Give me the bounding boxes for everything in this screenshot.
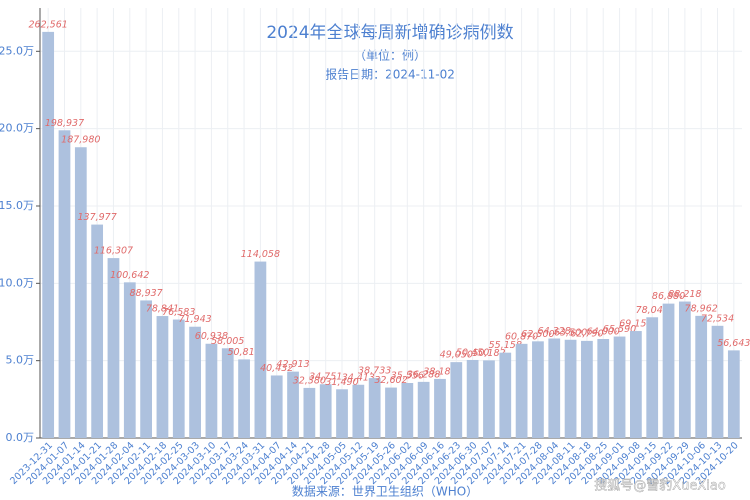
value-label: 63,500 xyxy=(554,327,587,338)
value-label: 36,288 xyxy=(407,369,440,380)
bar xyxy=(695,315,708,438)
value-label: 88,218 xyxy=(668,289,701,300)
value-label: 100,642 xyxy=(110,270,149,281)
bar xyxy=(613,336,626,438)
x-axis-label: 数据来源：世界卫生组织（WHO） xyxy=(292,484,478,499)
chart-subtitle: （单位：例） xyxy=(354,48,426,63)
bar xyxy=(711,325,724,438)
value-label: 58,005 xyxy=(211,336,244,347)
bar xyxy=(319,384,332,438)
value-label: 32,602 xyxy=(374,375,407,386)
value-label: 64,328 xyxy=(538,326,571,337)
value-label: 137,977 xyxy=(77,212,116,223)
value-label: 88,937 xyxy=(129,288,162,299)
value-label: 187,980 xyxy=(61,135,100,146)
bar xyxy=(156,316,169,438)
y-tick-label: 25.0万 xyxy=(0,44,34,57)
value-label: 50,450 xyxy=(456,347,489,358)
value-label: 78,043 xyxy=(636,305,669,316)
plot: 0.0万5.0万10.0万15.0万20.0万25.0万262,5612023-… xyxy=(0,8,750,487)
bar xyxy=(483,360,495,438)
bar xyxy=(368,378,381,438)
bar xyxy=(221,348,234,438)
bar xyxy=(581,340,593,438)
value-label: 71,943 xyxy=(178,314,211,325)
value-label: 69,152 xyxy=(619,319,652,330)
value-label: 60,870 xyxy=(505,331,538,342)
value-label: 32,380 xyxy=(293,375,326,386)
y-tick-label: 0.0万 xyxy=(6,431,35,444)
value-label: 50,816 xyxy=(227,347,260,358)
bar xyxy=(74,147,87,438)
value-label: 86,880 xyxy=(652,291,685,302)
bar xyxy=(270,375,283,438)
bar xyxy=(678,301,691,438)
value-label: 38,733 xyxy=(358,366,391,377)
bar xyxy=(727,350,740,438)
y-tick-label: 10.0万 xyxy=(0,276,34,289)
value-label: 40,432 xyxy=(260,363,293,374)
bar xyxy=(140,300,152,438)
chart-title: 2024年全球每周新增确诊病例数 xyxy=(266,23,513,43)
bar xyxy=(254,261,267,438)
value-label: 49,050 xyxy=(440,350,473,361)
value-label: 64,000 xyxy=(587,327,620,338)
bar xyxy=(417,381,430,438)
value-label: 78,962 xyxy=(685,303,718,314)
bar xyxy=(123,282,136,438)
value-label: 116,307 xyxy=(94,246,133,257)
bar xyxy=(450,362,463,438)
bar xyxy=(172,319,185,438)
value-label: 60,938 xyxy=(195,331,228,342)
report-date: 报告日期：2024-11-02 xyxy=(325,67,455,82)
bar xyxy=(352,384,365,438)
bar xyxy=(466,359,479,438)
value-label: 198,937 xyxy=(45,118,84,129)
y-tick-label: 15.0万 xyxy=(0,199,34,212)
value-label: 34,413 xyxy=(342,372,375,383)
value-label: 76,583 xyxy=(162,307,195,318)
bar xyxy=(434,378,446,438)
bar xyxy=(238,359,250,438)
value-label: 42,913 xyxy=(276,359,309,370)
bar xyxy=(532,341,544,438)
bar xyxy=(91,224,104,438)
y-tick-label: 5.0万 xyxy=(6,354,35,367)
bar xyxy=(58,130,71,438)
bar xyxy=(548,338,561,438)
bar xyxy=(336,389,348,438)
value-label: 56,643 xyxy=(717,338,750,349)
bar xyxy=(189,326,201,438)
watermark: 搜狐号@雪豹XueXiao xyxy=(594,479,726,494)
value-label: 62,500 xyxy=(521,329,554,340)
bar xyxy=(385,387,397,438)
value-label: 72,534 xyxy=(701,313,734,324)
bar xyxy=(205,343,218,438)
bar xyxy=(662,303,675,438)
bar xyxy=(287,371,299,438)
value-label: 62,790 xyxy=(570,328,603,339)
y-tick-label: 20.0万 xyxy=(0,122,34,135)
value-label: 34,751 xyxy=(309,372,342,383)
bar xyxy=(646,317,659,438)
value-label: 114,058 xyxy=(241,249,280,260)
value-label: 55,158 xyxy=(489,340,522,351)
value-label: 262,561 xyxy=(29,19,68,30)
value-label: 50,182 xyxy=(472,348,505,359)
bar xyxy=(630,331,642,438)
value-label: 38,186 xyxy=(423,366,456,377)
bar xyxy=(303,387,316,438)
bar xyxy=(401,383,414,438)
bar xyxy=(515,343,528,438)
value-label: 35,556 xyxy=(391,371,424,382)
bar xyxy=(42,31,55,439)
bar xyxy=(107,258,120,438)
value-label: 78,841 xyxy=(146,304,179,315)
bar xyxy=(597,339,610,438)
bar xyxy=(564,339,577,438)
value-label: 31,490 xyxy=(325,377,358,388)
value-label: 65,590 xyxy=(603,324,636,335)
bar xyxy=(499,352,512,438)
